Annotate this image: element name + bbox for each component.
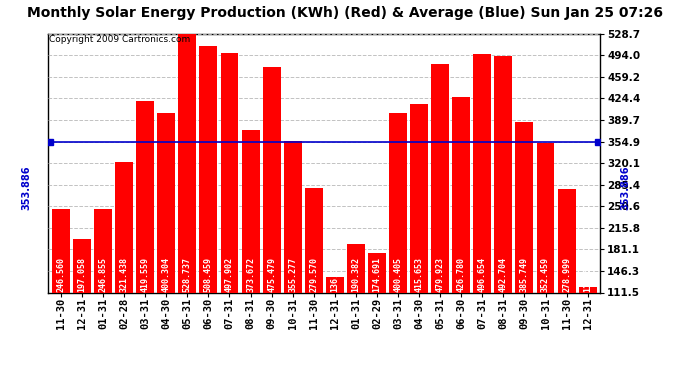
Bar — [347, 244, 365, 292]
Bar — [241, 130, 259, 292]
Text: 400.304: 400.304 — [161, 257, 171, 292]
Bar — [389, 113, 407, 292]
Bar — [284, 141, 302, 292]
Bar — [94, 209, 112, 292]
Text: 246.560: 246.560 — [57, 257, 66, 292]
Text: Copyright 2009 Cartronics.com: Copyright 2009 Cartronics.com — [50, 35, 190, 44]
Bar — [199, 46, 217, 292]
Bar — [73, 239, 91, 292]
Bar — [368, 253, 386, 292]
Text: 475.479: 475.479 — [267, 257, 276, 292]
Text: 352.459: 352.459 — [541, 257, 550, 292]
Text: 492.704: 492.704 — [499, 257, 508, 292]
Text: Monthly Solar Energy Production (KWh) (Red) & Average (Blue) Sun Jan 25 07:26: Monthly Solar Energy Production (KWh) (R… — [27, 6, 663, 20]
Text: 278.999: 278.999 — [562, 257, 571, 292]
Bar — [515, 122, 533, 292]
Text: 415.653: 415.653 — [415, 257, 424, 292]
Text: 197.058: 197.058 — [77, 257, 86, 292]
Bar — [263, 67, 281, 292]
Text: 497.902: 497.902 — [225, 257, 234, 292]
Bar — [537, 143, 555, 292]
Bar — [452, 97, 470, 292]
Text: 426.780: 426.780 — [457, 257, 466, 292]
Bar — [579, 287, 597, 292]
Text: 353.886: 353.886 — [621, 165, 631, 210]
Bar — [179, 34, 197, 292]
Bar — [52, 209, 70, 292]
Bar — [157, 113, 175, 292]
Bar — [473, 54, 491, 292]
Text: 385.749: 385.749 — [520, 257, 529, 292]
Text: 119.696: 119.696 — [583, 257, 592, 292]
Text: 279.570: 279.570 — [309, 257, 318, 292]
Text: 246.855: 246.855 — [99, 257, 108, 292]
Text: 190.382: 190.382 — [351, 257, 360, 292]
Text: 174.691: 174.691 — [373, 257, 382, 292]
Bar — [305, 188, 323, 292]
Bar — [326, 277, 344, 292]
Bar — [431, 64, 449, 292]
Bar — [221, 53, 239, 292]
Text: 528.737: 528.737 — [183, 257, 192, 292]
Bar — [558, 189, 575, 292]
Text: 508.459: 508.459 — [204, 257, 213, 292]
Text: 496.654: 496.654 — [477, 257, 487, 292]
Text: 419.559: 419.559 — [141, 257, 150, 292]
Text: 355.277: 355.277 — [288, 257, 297, 292]
Text: 373.672: 373.672 — [246, 257, 255, 292]
Text: 353.886: 353.886 — [21, 165, 31, 210]
Text: 400.405: 400.405 — [393, 257, 402, 292]
Bar — [115, 162, 133, 292]
Bar — [410, 104, 428, 292]
Text: 136.061: 136.061 — [331, 257, 339, 292]
Text: 479.923: 479.923 — [435, 257, 444, 292]
Bar — [136, 102, 154, 292]
Bar — [495, 56, 513, 292]
Text: 321.438: 321.438 — [119, 257, 128, 292]
